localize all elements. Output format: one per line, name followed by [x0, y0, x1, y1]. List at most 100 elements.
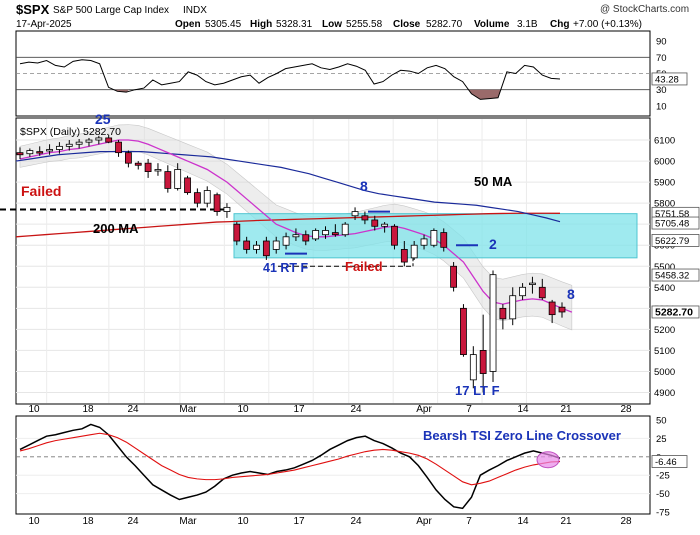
candle-body	[322, 230, 329, 236]
crossover-highlight	[536, 451, 560, 469]
price-layer	[0, 119, 650, 403]
price-x-tick-label: 24	[350, 404, 362, 415]
price-tick-label: 4900	[654, 388, 675, 399]
watermark: @ StockCharts.com	[600, 4, 689, 15]
tsi-panel	[15, 415, 651, 515]
high-label: High	[250, 19, 272, 30]
tsi-x-tick-label: 24	[350, 516, 362, 527]
candle-body	[233, 223, 241, 242]
price-x-tick-label: Mar	[179, 404, 197, 415]
candle-body	[262, 240, 270, 257]
chg-value: +7.00 (+0.13%)	[573, 19, 642, 30]
price-tick-label: 5800	[654, 199, 675, 210]
ohlc-readout: Open 5305.45 High 5328.31 Low 5255.58 Cl…	[175, 19, 642, 30]
rsi-tick-label: 70	[656, 53, 667, 64]
tsi-x-tick-label: 10	[28, 516, 40, 527]
open-value: 5305.45	[205, 19, 242, 30]
candle-body	[391, 225, 398, 246]
candle-body	[154, 169, 162, 172]
candle-body	[164, 171, 172, 189]
tsi-layer	[16, 423, 650, 510]
price-label-box	[651, 234, 700, 247]
candle-body	[144, 162, 152, 172]
tsi-x-tick-label: 10	[237, 516, 249, 527]
rsi-value-label: 43.28	[655, 74, 679, 85]
ma50-line	[15, 151, 561, 223]
low-label: Low	[322, 19, 342, 30]
candle-body	[420, 238, 428, 246]
candle-body	[410, 244, 418, 259]
price-x-tick-label: 28	[620, 404, 632, 415]
candle-body	[174, 169, 182, 189]
candle-body	[489, 274, 497, 372]
price-tick-label: 5000	[654, 367, 675, 378]
annotation-25: 25	[95, 111, 111, 127]
annotation-41-rt-f: 41 RT F	[263, 261, 309, 275]
candle-body	[509, 295, 517, 320]
tsi-x-tick-label: 17	[293, 516, 305, 527]
rsi-tick-label: 90	[656, 37, 667, 48]
price-label-box	[651, 268, 700, 282]
annotation-failed-mid: Failed	[345, 259, 383, 274]
rsi-value-box	[651, 72, 688, 86]
candle-body	[548, 301, 556, 316]
rsi-layer	[16, 56, 650, 100]
volume-value: 3.1B	[517, 19, 538, 30]
candle-body	[519, 286, 526, 297]
annotation-tsi-note: Bearsh TSI Zero Line Crossover	[423, 428, 621, 443]
rsi-tick-label: 10	[656, 101, 667, 112]
annotation-failed-left: Failed	[21, 183, 61, 199]
candle-body	[381, 223, 389, 227]
candle-body	[558, 306, 566, 313]
tsi-x-tick-label: 7	[466, 516, 472, 527]
candle-body	[341, 223, 349, 236]
price-tick-label: 6000	[654, 157, 675, 168]
tsi-tick-label: -75	[656, 508, 670, 519]
tsi-x-tick-label: 24	[127, 516, 139, 527]
symbol-title: $SPX	[16, 2, 50, 17]
candle-body	[253, 244, 260, 250]
candle-body	[95, 137, 103, 141]
price-x-tick-label: 24	[127, 404, 139, 415]
candle-body	[85, 139, 93, 143]
tsi-x-tick-label: 28	[620, 516, 632, 527]
tsi-x-tick-label: 18	[82, 516, 94, 527]
high-value: 5328.31	[276, 19, 313, 30]
candle-body	[430, 230, 438, 246]
candle-body	[65, 143, 73, 147]
candle-body	[134, 162, 142, 166]
candle-body	[440, 232, 448, 248]
candle-body	[529, 282, 536, 285]
candle-body	[538, 286, 546, 299]
tsi-tick-label: 50	[656, 416, 667, 427]
annotation-8-top: 8	[360, 178, 368, 194]
candle-body	[184, 177, 191, 194]
candle-body	[75, 141, 83, 145]
price-tick-label: 6100	[654, 136, 675, 147]
candle-body	[272, 240, 280, 250]
tsi-x-tick-label: 14	[517, 516, 529, 527]
rsi-line	[19, 59, 561, 100]
price-label-box	[651, 305, 700, 319]
candle-body	[203, 190, 211, 204]
candle-body	[450, 265, 458, 288]
candle-body	[213, 194, 221, 212]
price-x-tick-label: 10	[28, 404, 40, 415]
candle-body	[331, 232, 339, 236]
rsi-tick-label: 30	[656, 85, 667, 96]
index-name: S&P 500 Large Cap Index	[53, 5, 169, 16]
candle-body	[460, 307, 467, 356]
price-tick-label: 5100	[654, 346, 675, 357]
candle-body	[469, 354, 477, 381]
annotation-2: 2	[489, 236, 497, 252]
price-x-tick-label: 18	[82, 404, 94, 415]
price-label-text: 5458.32	[655, 271, 689, 282]
price-label-text: 5751.58	[655, 209, 689, 220]
annotation-17-lt-f: 17 LT F	[455, 383, 500, 398]
price-x-tick-label: 10	[237, 404, 249, 415]
tsi-line	[19, 423, 561, 510]
price-label-text: 5282.70	[655, 306, 693, 318]
price-x-tick-label: 7	[466, 404, 472, 415]
